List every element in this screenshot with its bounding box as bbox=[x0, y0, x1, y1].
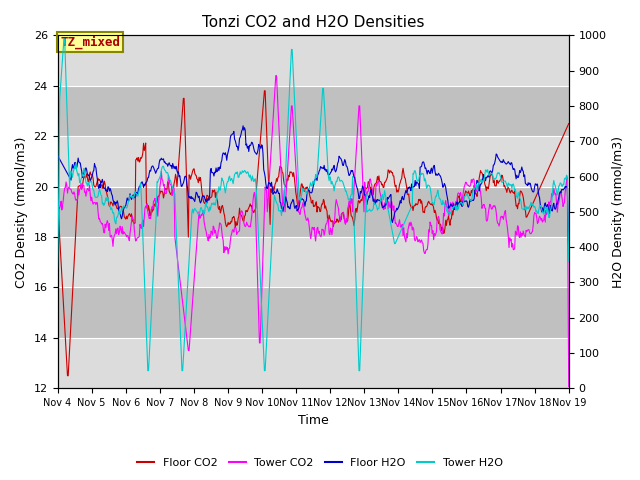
Text: TZ_mixed: TZ_mixed bbox=[60, 36, 120, 49]
Bar bbox=[58, 237, 569, 288]
Y-axis label: H2O Density (mmol/m3): H2O Density (mmol/m3) bbox=[612, 136, 625, 288]
Bar bbox=[58, 187, 569, 237]
Title: Tonzi CO2 and H2O Densities: Tonzi CO2 and H2O Densities bbox=[202, 15, 424, 30]
Bar bbox=[58, 288, 569, 338]
Bar bbox=[58, 338, 569, 388]
Bar bbox=[58, 36, 569, 86]
Bar bbox=[58, 86, 569, 136]
Bar bbox=[58, 136, 569, 187]
Y-axis label: CO2 Density (mmol/m3): CO2 Density (mmol/m3) bbox=[15, 136, 28, 288]
Legend: Floor CO2, Tower CO2, Floor H2O, Tower H2O: Floor CO2, Tower CO2, Floor H2O, Tower H… bbox=[133, 453, 507, 472]
X-axis label: Time: Time bbox=[298, 414, 328, 427]
